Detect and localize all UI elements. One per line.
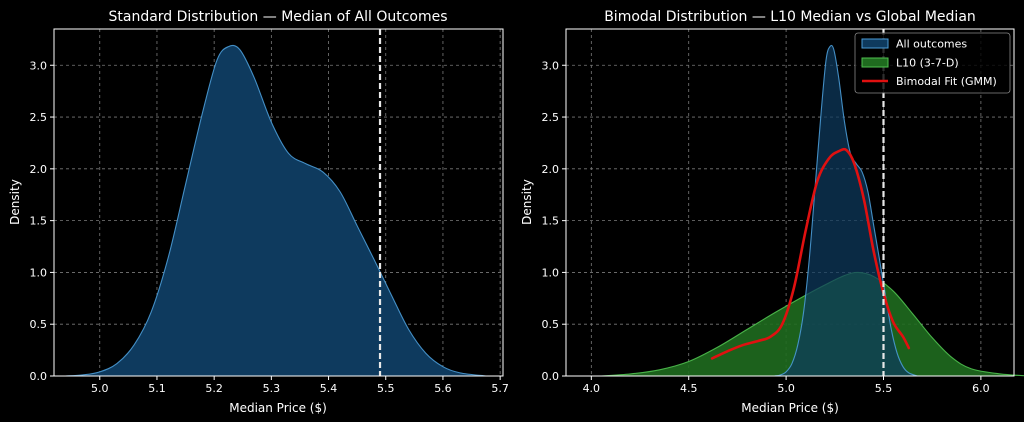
legend-label-l10: L10 (3-7-D) bbox=[896, 57, 959, 70]
legend-swatch-l10 bbox=[861, 57, 889, 68]
y-tick-label: 1.0 bbox=[542, 266, 560, 279]
x-tick-label: 6.0 bbox=[972, 382, 990, 395]
legend-label-bimodal-fit: Bimodal Fit (GMM) bbox=[896, 75, 997, 88]
right-y-axis-label: Density bbox=[520, 179, 534, 225]
x-tick-label: 5.0 bbox=[777, 382, 795, 395]
y-tick-label: 0.0 bbox=[542, 370, 560, 383]
right-chart-frame bbox=[565, 28, 1015, 377]
right-chart-panel: Bimodal Distribution — L10 Median vs Glo… bbox=[520, 9, 1024, 415]
legend-swatch-all-outcomes bbox=[861, 38, 889, 49]
y-tick-label: 3.0 bbox=[30, 59, 48, 72]
x-tick-label: 4.5 bbox=[680, 382, 698, 395]
series-outline-all-outcomes bbox=[65, 44, 486, 377]
left-chart-title: Standard Distribution — Median of All Ou… bbox=[108, 9, 447, 25]
y-tick-label: 1.0 bbox=[30, 266, 48, 279]
y-tick-label: 0.5 bbox=[542, 318, 560, 331]
y-tick-label: 2.0 bbox=[542, 163, 560, 176]
x-tick-label: 5.3 bbox=[263, 382, 281, 395]
y-tick-label: 2.5 bbox=[30, 111, 48, 124]
y-tick-label: 3.0 bbox=[542, 59, 560, 72]
right-x-axis-label: Median Price ($) bbox=[741, 401, 839, 415]
left-chart-frame bbox=[53, 28, 504, 377]
x-tick-label: 5.6 bbox=[434, 382, 452, 395]
x-tick-label: 5.7 bbox=[491, 382, 509, 395]
right-chart-title: Bimodal Distribution — L10 Median vs Glo… bbox=[604, 9, 976, 25]
legend: All outcomes L10 (3-7-D) Bimodal Fit (GM… bbox=[854, 32, 1011, 94]
y-tick-label: 1.5 bbox=[30, 215, 48, 228]
y-tick-label: 1.5 bbox=[542, 215, 560, 228]
x-tick-label: 5.2 bbox=[205, 382, 223, 395]
right-x-ticks: 4.0 4.5 5.0 5.5 6.0 bbox=[583, 376, 990, 395]
y-tick-label: 2.5 bbox=[542, 111, 560, 124]
x-tick-label: 5.5 bbox=[377, 382, 395, 395]
legend-box bbox=[854, 32, 1011, 94]
left-chart-panel: Standard Distribution — Median of All Ou… bbox=[8, 9, 509, 415]
right-y-ticks: 0.0 0.5 1.0 1.5 2.0 2.5 3.0 bbox=[542, 59, 566, 383]
x-tick-label: 5.0 bbox=[91, 382, 109, 395]
x-tick-label: 5.4 bbox=[320, 382, 338, 395]
series-outline-all-outcomes bbox=[774, 44, 918, 377]
left-y-ticks: 0.0 0.5 1.0 1.5 2.0 2.5 3.0 bbox=[30, 59, 54, 383]
x-tick-label: 4.0 bbox=[583, 382, 601, 395]
x-tick-label: 5.1 bbox=[148, 382, 166, 395]
y-tick-label: 2.0 bbox=[30, 163, 48, 176]
legend-label-all-outcomes: All outcomes bbox=[896, 38, 967, 51]
left-x-axis-label: Median Price ($) bbox=[229, 401, 327, 415]
left-y-axis-label: Density bbox=[8, 179, 22, 225]
x-tick-label: 5.5 bbox=[875, 382, 893, 395]
series-area-all-outcomes bbox=[774, 45, 918, 377]
y-tick-label: 0.5 bbox=[30, 318, 48, 331]
left-x-ticks: 5.0 5.1 5.2 5.3 5.4 5.5 5.6 5.7 bbox=[91, 376, 509, 395]
y-tick-label: 0.0 bbox=[30, 370, 48, 383]
